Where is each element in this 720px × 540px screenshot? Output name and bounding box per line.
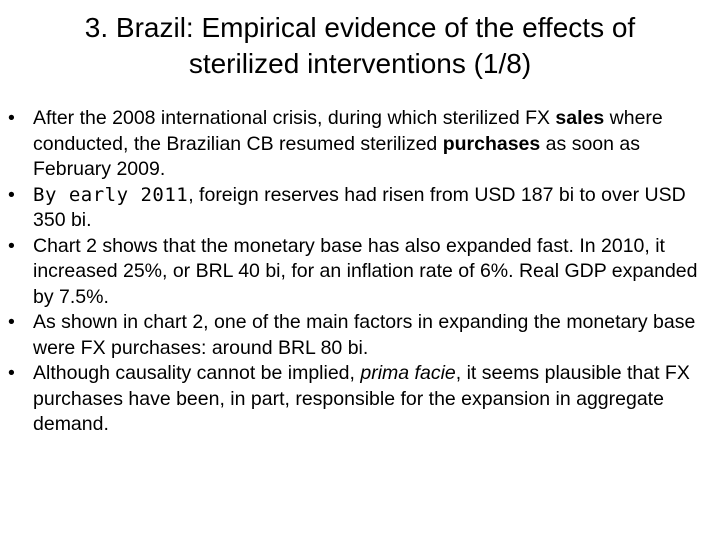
bullet-2-text-a: By early 2011 [33, 183, 189, 206]
slide-title: 3. Brazil: Empirical evidence of the eff… [10, 10, 710, 82]
bullet-2-text-b: , foreign reserves had risen from USD 18… [33, 183, 686, 232]
bullet-1-bold-purchases: purchases [442, 132, 541, 155]
bullet-4-text: As shown in chart 2, one of the main fac… [33, 311, 696, 359]
bullet-item-1: After the 2008 international crisis, dur… [8, 106, 713, 183]
bullet-item-4: As shown in chart 2, one of the main fac… [8, 310, 713, 361]
bullet-5-text-a: Although causality cannot be implied, [33, 362, 361, 384]
bullet-5-text-c: , it seems plausible that FX purchases h… [33, 362, 690, 435]
bullet-list: After the 2008 international crisis, dur… [8, 106, 713, 438]
bullet-item-5: Although causality cannot be implied, pr… [8, 361, 713, 438]
bullet-5-italic-prima-facie: prima facie [360, 362, 456, 384]
bullet-item-3: Chart 2 shows that the monetary base has… [8, 234, 713, 311]
bullet-item-2: By early 2011, foreign reserves had rise… [8, 183, 713, 234]
title-line-2: sterilized interventions (1/8) [188, 48, 532, 79]
bullet-1-text-a: After the 2008 international crisis, dur… [33, 107, 556, 129]
bullet-1-bold-sales: sales [555, 107, 605, 129]
title-line-1: 3. Brazil: Empirical evidence of the eff… [84, 12, 636, 43]
bullet-1-text-c: where conducted, the Brazilian CB resume… [33, 107, 663, 155]
bullet-1-text-e: as soon as February 2009. [33, 132, 640, 181]
bullet-3-text: Chart 2 shows that the monetary base has… [33, 234, 698, 308]
